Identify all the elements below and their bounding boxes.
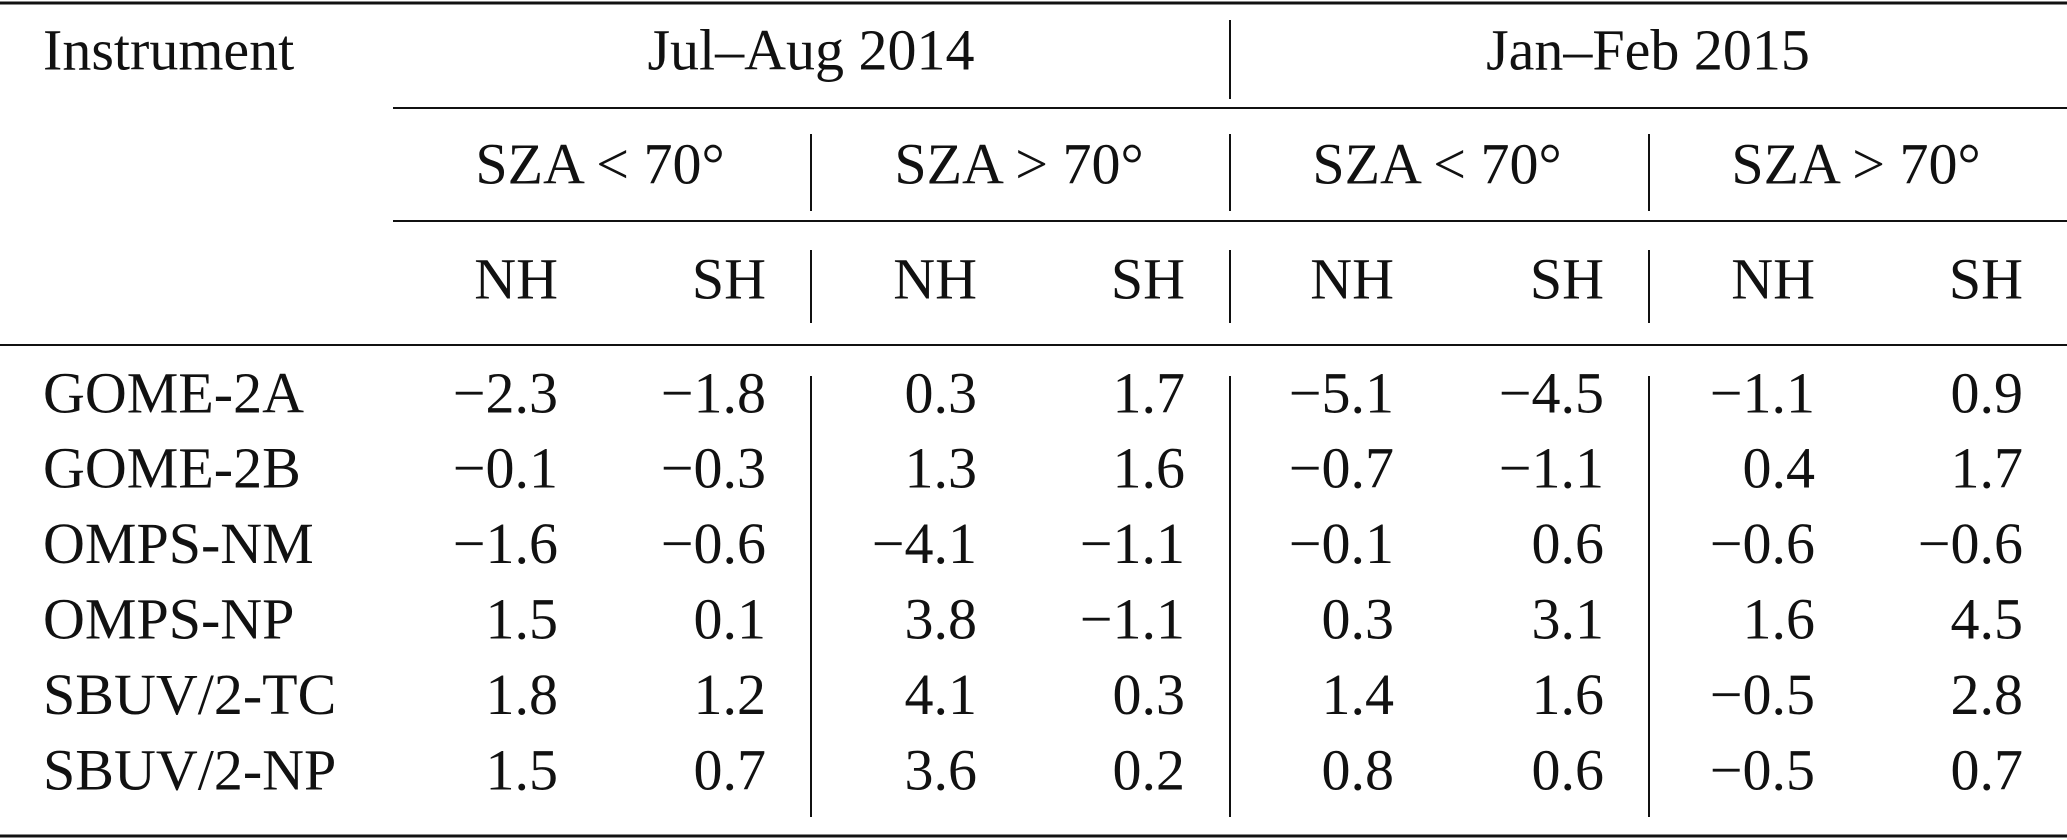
hemisphere-header: SH bbox=[1949, 246, 2023, 311]
cell-value: 2.8 bbox=[1951, 662, 2024, 727]
hemisphere-header: NH bbox=[893, 246, 977, 311]
hemisphere-header: SH bbox=[1111, 246, 1185, 311]
hemisphere-header: NH bbox=[1310, 246, 1394, 311]
instrument-name: GOME-2A bbox=[43, 360, 304, 425]
cell-value: 0.2 bbox=[1113, 737, 1186, 802]
instrument-name: OMPS-NM bbox=[43, 511, 314, 576]
cell-value: 0.7 bbox=[694, 737, 767, 802]
cell-value: −1.1 bbox=[1080, 587, 1185, 652]
cell-value: 0.4 bbox=[1743, 436, 1816, 501]
cell-value: 0.3 bbox=[1322, 587, 1395, 652]
cell-value: −0.5 bbox=[1710, 662, 1815, 727]
cell-value: −1.1 bbox=[1710, 360, 1815, 425]
cell-value: 0.6 bbox=[1532, 511, 1605, 576]
cell-value: 1.5 bbox=[486, 737, 559, 802]
period-header: Jul–Aug 2014 bbox=[647, 17, 974, 82]
cell-value: −0.7 bbox=[1289, 436, 1394, 501]
instrument-name: GOME-2B bbox=[43, 436, 301, 501]
hemisphere-header: NH bbox=[1731, 246, 1815, 311]
instrument-name: SBUV/2-TC bbox=[43, 662, 336, 727]
cell-value: 4.5 bbox=[1951, 587, 2024, 652]
cell-value: −0.5 bbox=[1710, 737, 1815, 802]
cell-value: 0.8 bbox=[1322, 737, 1395, 802]
cell-value: −1.1 bbox=[1080, 511, 1185, 576]
cell-value: 0.3 bbox=[905, 360, 978, 425]
cell-value: 1.8 bbox=[486, 662, 559, 727]
cell-value: −0.6 bbox=[661, 511, 766, 576]
cell-value: −0.3 bbox=[661, 436, 766, 501]
cell-value: 0.6 bbox=[1532, 737, 1605, 802]
cell-value: 1.7 bbox=[1113, 360, 1186, 425]
cell-value: 0.7 bbox=[1951, 737, 2024, 802]
sza-header: SZA < 70° bbox=[1312, 131, 1561, 196]
cell-value: −0.1 bbox=[453, 436, 558, 501]
hemisphere-header: SH bbox=[1530, 246, 1604, 311]
hemisphere-header: NH bbox=[474, 246, 558, 311]
cell-value: 1.5 bbox=[486, 587, 559, 652]
instrument-name: SBUV/2-NP bbox=[43, 737, 336, 802]
sza-dividers bbox=[810, 134, 1650, 817]
cell-value: 0.1 bbox=[694, 587, 767, 652]
cell-value: −4.5 bbox=[1499, 360, 1604, 425]
cell-value: 3.8 bbox=[905, 587, 978, 652]
cell-value: 3.6 bbox=[905, 737, 978, 802]
cell-value: 1.6 bbox=[1113, 436, 1186, 501]
instrument-name: OMPS-NP bbox=[43, 587, 294, 652]
sza-header: SZA > 70° bbox=[1731, 131, 1980, 196]
cell-value: −1.6 bbox=[453, 511, 558, 576]
cell-value: 3.1 bbox=[1532, 587, 1605, 652]
cell-value: 0.3 bbox=[1113, 662, 1186, 727]
cell-value: 1.3 bbox=[905, 436, 978, 501]
cell-value: −5.1 bbox=[1289, 360, 1394, 425]
sza-header: SZA < 70° bbox=[475, 131, 724, 196]
period-header: Jan–Feb 2015 bbox=[1486, 17, 1810, 82]
cell-value: 1.6 bbox=[1532, 662, 1605, 727]
hemisphere-header: SH bbox=[692, 246, 766, 311]
cell-value: −1.8 bbox=[661, 360, 766, 425]
cell-value: 1.2 bbox=[694, 662, 767, 727]
cell-value: −0.1 bbox=[1289, 511, 1394, 576]
sza-header: SZA > 70° bbox=[894, 131, 1143, 196]
cell-value: −4.1 bbox=[872, 511, 977, 576]
cell-value: 1.7 bbox=[1951, 436, 2024, 501]
cell-value: −2.3 bbox=[453, 360, 558, 425]
cell-value: −0.6 bbox=[1918, 511, 2023, 576]
cell-value: 0.9 bbox=[1951, 360, 2024, 425]
cell-value: 1.6 bbox=[1743, 587, 1816, 652]
cell-value: 1.4 bbox=[1322, 662, 1395, 727]
cell-value: 4.1 bbox=[905, 662, 978, 727]
cell-value: −0.6 bbox=[1710, 511, 1815, 576]
cell-value: −1.1 bbox=[1499, 436, 1604, 501]
instrument-header: Instrument bbox=[43, 17, 294, 82]
